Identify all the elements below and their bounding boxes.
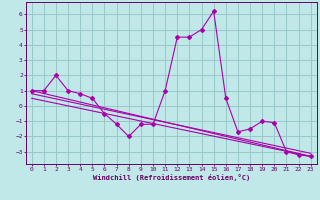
X-axis label: Windchill (Refroidissement éolien,°C): Windchill (Refroidissement éolien,°C) (92, 174, 250, 181)
